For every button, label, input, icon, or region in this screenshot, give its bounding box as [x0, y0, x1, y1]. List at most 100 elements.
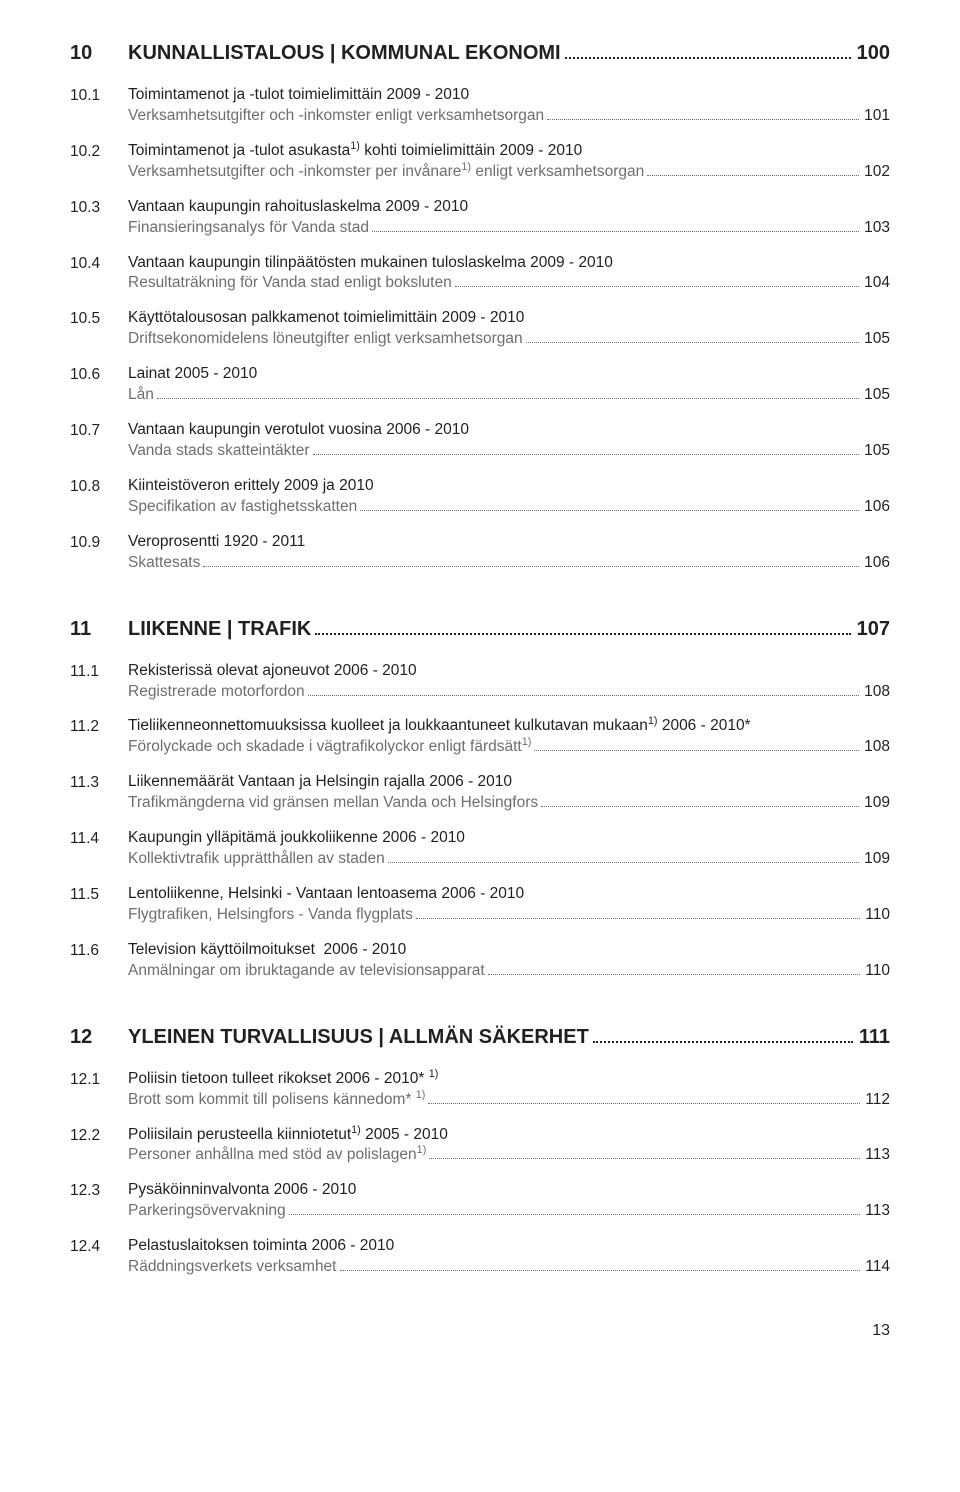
entry-title-fi: Vantaan kaupungin verotulot vuosina 2006…: [128, 420, 890, 441]
entry-number: 10.2: [70, 141, 128, 163]
entry-title-fi: Käyttötalousosan palkkamenot toimielimit…: [128, 308, 890, 329]
entry-page: 110: [863, 905, 890, 926]
toc-entry: 11.5Lentoliikenne, Helsinki - Vantaan le…: [70, 884, 890, 926]
entry-title-fi: Veroprosentti 1920 - 2011: [128, 532, 890, 553]
dot-leader: [455, 276, 859, 287]
section-title: LIIKENNE | TRAFIK: [128, 616, 311, 643]
entry-page: 102: [862, 162, 890, 183]
entry-title-sv: Skattesats: [128, 553, 200, 574]
section-page: 100: [855, 40, 890, 67]
dot-leader: [547, 109, 859, 120]
entry-page: 104: [862, 273, 890, 294]
entry-page: 106: [862, 497, 890, 518]
entry-number: 11.4: [70, 828, 128, 850]
entry-title-fi: Vantaan kaupungin rahoituslaskelma 2009 …: [128, 197, 890, 218]
toc-entry: 12.1Poliisin tietoon tulleet rikokset 20…: [70, 1069, 890, 1111]
toc-entry: 10.7Vantaan kaupungin verotulot vuosina …: [70, 420, 890, 462]
entry-title-sv: Verksamhetsutgifter och -inkomster per i…: [128, 162, 644, 183]
toc-entry: 11.6Television käyttöilmoitukset 2006 - …: [70, 940, 890, 982]
section-number: 11: [70, 616, 128, 643]
toc-entry: 10.5Käyttötalousosan palkkamenot toimiel…: [70, 308, 890, 350]
dot-leader: [157, 388, 859, 399]
entry-title-fi: Vantaan kaupungin tilinpäätösten mukaine…: [128, 253, 890, 274]
entry-title-sv: Verksamhetsutgifter och -inkomster enlig…: [128, 106, 544, 127]
dot-leader: [488, 964, 861, 975]
entry-title-fi: Television käyttöilmoitukset 2006 - 2010: [128, 940, 890, 961]
entry-page: 113: [863, 1145, 890, 1166]
entry-page: 113: [863, 1201, 890, 1222]
entry-title-sv: Vanda stads skatteintäkter: [128, 441, 310, 462]
entry-number: 12.2: [70, 1125, 128, 1147]
toc-entry: 10.6Lainat 2005 - 2010Lån105: [70, 364, 890, 406]
entry-title-fi: Poliisin tietoon tulleet rikokset 2006 -…: [128, 1069, 890, 1090]
entry-page: 101: [862, 106, 890, 127]
entry-number: 12.1: [70, 1069, 128, 1091]
entry-title-sv: Resultaträkning för Vanda stad enligt bo…: [128, 273, 452, 294]
section-number: 12: [70, 1024, 128, 1051]
entry-page: 109: [862, 849, 890, 870]
entry-title-sv: Anmälningar om ibruktagande av televisio…: [128, 961, 485, 982]
entry-page: 112: [863, 1090, 890, 1111]
entry-number: 12.4: [70, 1236, 128, 1258]
section-number: 10: [70, 40, 128, 67]
entry-number: 12.3: [70, 1180, 128, 1202]
toc-entry: 10.3Vantaan kaupungin rahoituslaskelma 2…: [70, 197, 890, 239]
entry-title-sv: Registrerade motorfordon: [128, 682, 305, 703]
entry-page: 105: [862, 385, 890, 406]
toc-entry: 12.2Poliisilain perusteella kiinniotetut…: [70, 1125, 890, 1167]
entry-title-fi: Lainat 2005 - 2010: [128, 364, 890, 385]
entry-title-sv: Trafikmängderna vid gränsen mellan Vanda…: [128, 793, 538, 814]
entry-number: 10.1: [70, 85, 128, 107]
entry-number: 10.8: [70, 476, 128, 498]
toc-page: 10KUNNALLISTALOUS | KOMMUNAL EKONOMI1001…: [70, 40, 890, 1278]
dot-leader: [315, 621, 850, 635]
dot-leader: [388, 852, 859, 863]
toc-entry: 10.9Veroprosentti 1920 - 2011Skattesats 1…: [70, 532, 890, 574]
entry-title-fi: Liikennemäärät Vantaan ja Helsingin raja…: [128, 772, 890, 793]
entry-title-sv: Brott som kommit till polisens kännedom*…: [128, 1090, 425, 1111]
toc-entry: 11.3Liikennemäärät Vantaan ja Helsingin …: [70, 772, 890, 814]
entry-title-fi: Pysäköinninvalvonta 2006 - 2010: [128, 1180, 890, 1201]
dot-leader: [313, 444, 860, 455]
toc-section: 11LIIKENNE | TRAFIK10711.1Rekisterissä o…: [70, 616, 890, 982]
entry-number: 11.6: [70, 940, 128, 962]
entry-title-fi: Lentoliikenne, Helsinki - Vantaan lentoa…: [128, 884, 890, 905]
toc-entry: 10.1Toimintamenot ja -tulot toimielimitt…: [70, 85, 890, 127]
entry-number: 11.5: [70, 884, 128, 906]
entry-page: 109: [862, 793, 890, 814]
dot-leader: [289, 1204, 861, 1215]
dot-leader: [534, 740, 859, 751]
dot-leader: [429, 1148, 860, 1159]
dot-leader: [526, 332, 860, 343]
toc-section: 12YLEINEN TURVALLISUUS | ALLMÄN SÄKERHET…: [70, 1024, 890, 1278]
entry-title-fi: Pelastuslaitoksen toiminta 2006 - 2010: [128, 1236, 890, 1257]
entry-page: 106: [862, 553, 890, 574]
entry-title-fi: Kiinteistöveron erittely 2009 ja 2010: [128, 476, 890, 497]
entry-title-sv: Parkeringsövervakning: [128, 1201, 286, 1222]
entry-number: 11.3: [70, 772, 128, 794]
entry-number: 11.1: [70, 661, 128, 683]
page-number: 13: [70, 1320, 890, 1342]
entry-title-fi: Rekisterissä olevat ajoneuvot 2006 - 201…: [128, 661, 890, 682]
entry-title-sv: Specifikation av fastighetsskatten: [128, 497, 357, 518]
entry-title-sv: Räddningsverkets verksamhet: [128, 1257, 337, 1278]
entry-title-fi: Tieliikenneonnettomuuksissa kuolleet ja …: [128, 716, 890, 737]
entry-title-sv: Personer anhållna med stöd av polislagen…: [128, 1145, 426, 1166]
dot-leader: [360, 500, 859, 511]
dot-leader: [428, 1093, 860, 1104]
entry-number: 10.7: [70, 420, 128, 442]
entry-title-fi: Toimintamenot ja -tulot toimielimittäin …: [128, 85, 890, 106]
entry-page: 105: [862, 329, 890, 350]
dot-leader: [647, 165, 859, 176]
section-page: 111: [857, 1024, 890, 1051]
dot-leader: [416, 908, 860, 919]
dot-leader: [372, 221, 859, 232]
toc-section: 10KUNNALLISTALOUS | KOMMUNAL EKONOMI1001…: [70, 40, 890, 574]
entry-number: 10.4: [70, 253, 128, 275]
entry-title-sv: Lån: [128, 385, 154, 406]
entry-title-sv: Driftsekonomidelens löneutgifter enligt …: [128, 329, 523, 350]
toc-entry: 11.4Kaupungin ylläpitämä joukkoliikenne …: [70, 828, 890, 870]
dot-leader: [541, 796, 859, 807]
entry-number: 10.3: [70, 197, 128, 219]
entry-number: 10.9: [70, 532, 128, 554]
